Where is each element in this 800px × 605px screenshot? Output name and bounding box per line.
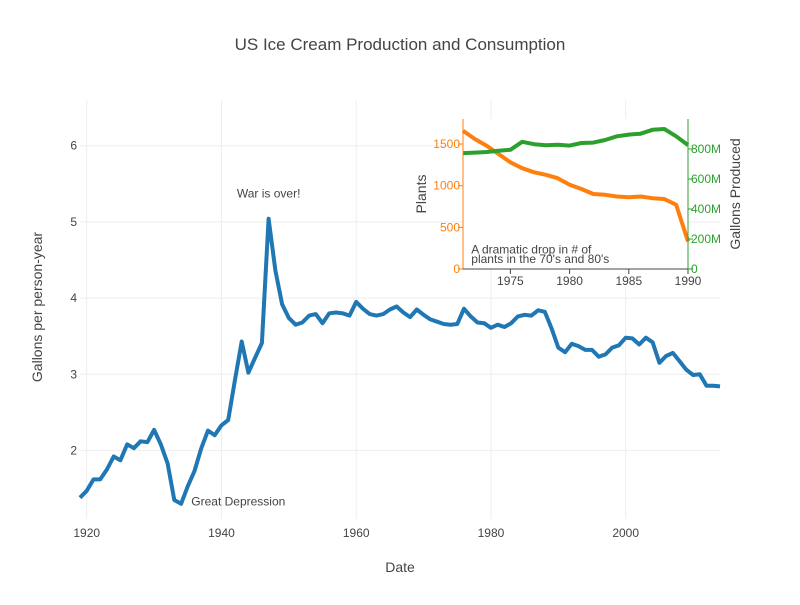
y-tick-label: 3 (70, 367, 77, 381)
chart-title: US Ice Cream Production and Consumption (235, 35, 566, 54)
inset-left-tick-label: 500 (440, 220, 460, 234)
x-axis-title: Date (385, 559, 415, 575)
main-series-layer[interactable] (78, 216, 721, 506)
inset-left-tick-label: 1500 (433, 137, 460, 151)
inset-left-tick-label: 1000 (433, 179, 460, 193)
inset-x-tick-label: 1975 (497, 274, 524, 288)
x-tick-label: 1920 (73, 526, 100, 540)
x-tick-label: 1960 (343, 526, 370, 540)
y-tick-label: 4 (70, 291, 77, 305)
annotation-label: War is over! (237, 187, 301, 201)
x-tick-label: 1940 (208, 526, 235, 540)
inset-annotation-label: plants in the 70's and 80's (471, 252, 609, 266)
consumption-series-line[interactable] (78, 216, 721, 506)
main-y-ticks: 2 3 4 5 6 (70, 139, 77, 458)
main-x-ticks: 1920 1940 1960 1980 2000 (73, 526, 639, 540)
inset-x-tick-label: 1980 (556, 274, 583, 288)
inset-x-ticks: 1975 1980 1985 1990 (497, 269, 702, 288)
inset-right-tick-label: 200M (691, 232, 721, 246)
inset-left-y-ticks: 0 500 1000 1500 (433, 137, 463, 276)
inset-x-tick-label: 1985 (615, 274, 642, 288)
inset-series-layer[interactable] (461, 127, 690, 243)
inset-right-axis-title: Gallons Produced (727, 138, 743, 249)
gallons-produced-series-line[interactable] (462, 127, 690, 156)
inset-x-tick-label: 1990 (675, 274, 702, 288)
y-tick-label: 6 (70, 139, 77, 153)
main-annotations: War is over! Great Depression (191, 187, 300, 509)
annotation-label: Great Depression (191, 494, 285, 508)
x-tick-label: 1980 (478, 526, 505, 540)
inset-left-tick-label: 0 (453, 262, 460, 276)
y-tick-label: 2 (70, 443, 77, 457)
inset-right-y-ticks: 0 200M 400M 600M 800M (688, 142, 721, 276)
inset-right-tick-label: 0 (691, 262, 698, 276)
inset-right-tick-label: 600M (691, 172, 721, 186)
plants-series-line[interactable] (461, 129, 690, 243)
inset-right-tick-label: 800M (691, 142, 721, 156)
y-tick-label: 5 (70, 215, 77, 229)
y-axis-title: Gallons per person-year (29, 232, 45, 383)
x-tick-label: 2000 (612, 526, 639, 540)
inset-right-tick-label: 400M (691, 202, 721, 216)
inset-annotation-label: A dramatic drop in # of (471, 242, 592, 256)
inset-left-axis-title: Plants (413, 175, 429, 214)
